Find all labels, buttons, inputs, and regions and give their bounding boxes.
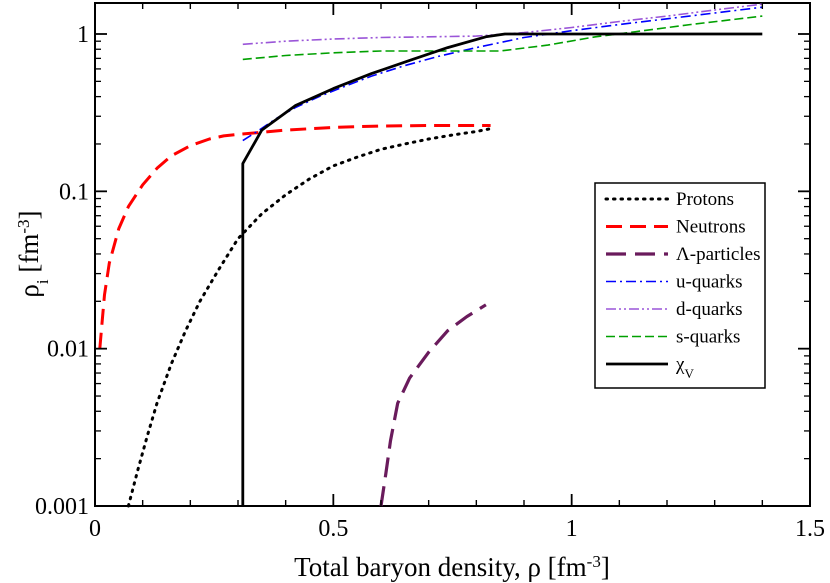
x-tick-label: 1.5	[795, 516, 825, 542]
x-axis-title: Total baryon density, ρ [fm-3]	[294, 552, 610, 583]
legend: Protons Neutrons Λ-particles u-quarks d-quar…	[594, 182, 766, 389]
y-axis-title-sub: i	[33, 279, 52, 284]
series-line-0	[126, 127, 493, 508]
legend-label-1: Neutrons	[676, 217, 746, 238]
y-axis-title: ρi [fm-3]	[14, 210, 52, 297]
legend-label-2: Λ-particles	[676, 244, 760, 265]
series-line-3	[242, 6, 763, 142]
plot-area: 0 0.5 1 1.5 0.001 0.01 0.1 1	[35, 2, 825, 542]
legend-box	[594, 182, 766, 389]
series-line-4	[242, 3, 763, 46]
y-tick-label: 0.001	[35, 494, 89, 520]
y-axis-title-main: ρ	[14, 284, 44, 297]
x-axis-title-sup: -3	[587, 552, 601, 571]
x-axis-ticks: 0 0.5 1 1.5	[89, 3, 825, 542]
x-axis-title-close: ]	[601, 552, 610, 582]
legend-label-0: Protons	[676, 189, 734, 210]
svg-text:Total baryon density, ρ [fm-3]: Total baryon density, ρ [fm-3]	[294, 552, 610, 583]
series-line-6	[241, 32, 763, 506]
series-line-5	[242, 15, 763, 61]
y-axis-ticks: 0.001 0.01 0.1 1	[35, 22, 810, 520]
x-tick-label: 1	[566, 516, 578, 542]
x-axis-title-main: Total baryon density, ρ [fm	[294, 552, 587, 582]
svg-text:ρi [fm-3]: ρi [fm-3]	[14, 210, 52, 297]
y-tick-label: 0.01	[47, 337, 89, 363]
x-tick-label: 0	[89, 516, 101, 542]
legend-entries: Protons Neutrons Λ-particles u-quarks d-quar…	[604, 189, 760, 381]
legend-label-6: χV	[675, 354, 694, 381]
y-tick-label: 0.1	[59, 179, 89, 205]
y-axis-title-sup: -3	[14, 219, 33, 233]
series-line-1	[98, 124, 491, 349]
x-tick-label: 0.5	[318, 516, 348, 542]
series-line-2	[379, 303, 487, 507]
y-axis-title-close: ]	[14, 210, 44, 219]
y-axis-title-unit: [fm	[14, 234, 44, 280]
series-layer	[98, 3, 763, 508]
legend-label-5: s-quarks	[676, 327, 740, 348]
legend-label-4: d-quarks	[676, 299, 742, 320]
legend-label-3: u-quarks	[676, 272, 742, 293]
y-tick-label: 1	[77, 22, 89, 48]
